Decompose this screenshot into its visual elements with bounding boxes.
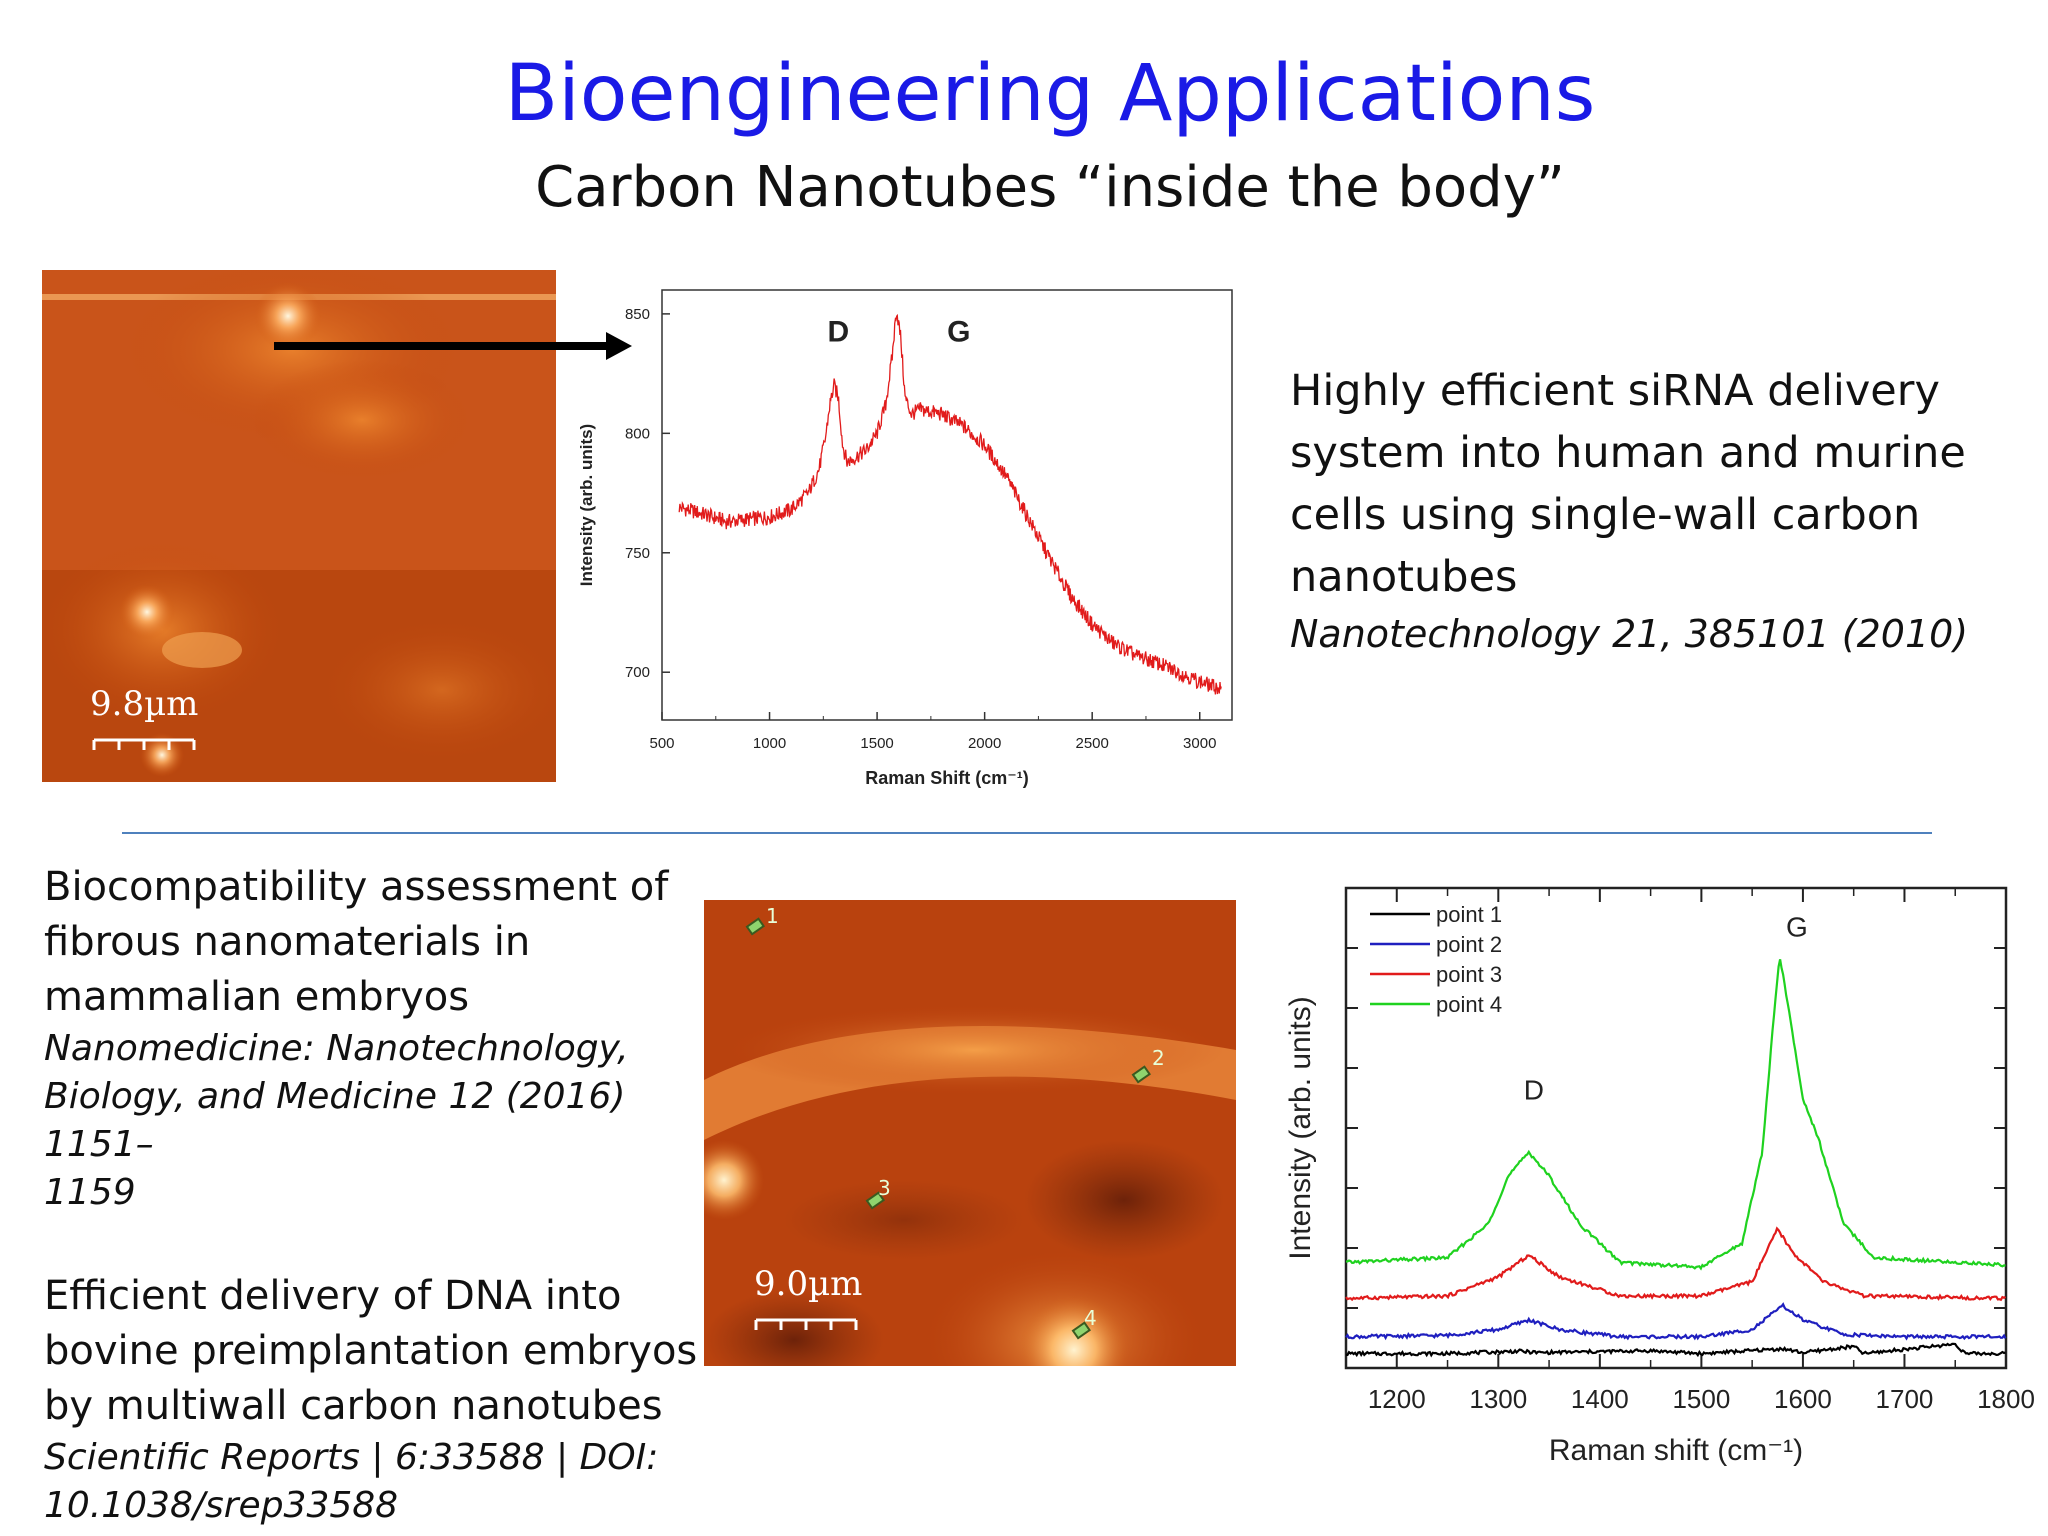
- bottom-series-line-4: [1345, 959, 2006, 1271]
- point-label-1: 1: [766, 904, 779, 928]
- raman-chart-top: 500 1000 1500 2000 2500 3000 700 750 800 850 Raman…: [577, 289, 1233, 788]
- bottom-peak-label-d: D: [1524, 1075, 1544, 1106]
- bottom-series-line-1: [1346, 1342, 2006, 1358]
- top-y-tick-label: 700: [625, 664, 650, 681]
- legend-label-2: point 2: [1436, 932, 1502, 957]
- block2-line-2: bovine preimplantation embryos: [44, 1328, 698, 1374]
- point-label-3: 3: [878, 1176, 891, 1200]
- scale-bar-label-bottom: 9.0µm: [754, 1264, 863, 1304]
- block2-line-3: by multiwall carbon nanotubes: [44, 1383, 663, 1429]
- block1-line-3: mammalian embryos: [44, 974, 470, 1020]
- top-peak-label-g: G: [947, 315, 970, 348]
- top-citation: Nanotechnology 21, 385101 (2010): [1290, 612, 1969, 656]
- point-label-4: 4: [1084, 1306, 1097, 1330]
- top-x-tick-label: 2500: [1076, 735, 1109, 752]
- block1-citation-1: Nanomedicine: Nanotechnology,: [44, 1028, 629, 1069]
- legend-label-3: point 3: [1436, 962, 1502, 987]
- top-description: Highly efficient siRNA delivery system i…: [1290, 360, 2030, 658]
- bottom-x-tick-label: 1500: [1672, 1384, 1730, 1414]
- bottom-x-tick-label: 1400: [1571, 1384, 1629, 1414]
- bottom-series-line-3: [1345, 1226, 2007, 1302]
- top-x-tick-label: 1500: [860, 735, 893, 752]
- top-x-tick-label: 3000: [1183, 735, 1216, 752]
- top-y-tick-label: 850: [625, 306, 650, 323]
- micrograph-top-image: [42, 270, 556, 782]
- pointer-arrow: [274, 332, 632, 360]
- bottom-x-tick-label: 1300: [1469, 1384, 1527, 1414]
- block1-line-2: fibrous nanomaterials in: [44, 919, 531, 965]
- bottom-x-tick-label: 1600: [1774, 1384, 1832, 1414]
- slide-title: Bioengineering Applications: [504, 49, 1596, 139]
- bottom-x-tick-label: 1700: [1876, 1384, 1934, 1414]
- bottom-x-tick-label: 1800: [1977, 1384, 2035, 1414]
- block2-citation-1: Scientific Reports | 6:33588 | DOI:: [44, 1437, 659, 1478]
- top-desc-line-4: nanotubes: [1290, 552, 1518, 602]
- micrograph-top: 9.8µm: [42, 270, 556, 782]
- section-divider: [122, 832, 1932, 834]
- top-desc-line-2: system into human and murine: [1290, 428, 1966, 478]
- bottom-x-tick-label: 1200: [1368, 1384, 1426, 1414]
- top-x-tick-label: 2000: [968, 735, 1001, 752]
- bottom-left-description: Biocompatibility assessment of fibrous n…: [44, 860, 704, 1530]
- raman-chart-bottom: 1200 1300 1400 1500 1600 1700 1800 Raman shift …: [1284, 886, 2035, 1467]
- block2-citation-2: 10.1038/srep33588: [44, 1485, 399, 1526]
- top-x-tick-label: 500: [649, 735, 674, 752]
- top-peak-label-d: D: [828, 315, 850, 348]
- top-chart-frame: [661, 289, 1233, 721]
- block2-line-1: Efficient delivery of DNA into: [44, 1273, 622, 1319]
- legend-label-4: point 4: [1436, 992, 1502, 1017]
- point-label-2: 2: [1152, 1046, 1165, 1070]
- top-y-axis-label: Intensity (arb. units): [577, 424, 596, 586]
- top-x-tick-label: 1000: [753, 735, 786, 752]
- block1-citation-3: 1159: [44, 1172, 136, 1213]
- slide-subtitle: Carbon Nanotubes “inside the body”: [535, 155, 1565, 220]
- bottom-x-axis-label: Raman shift (cm⁻¹): [1549, 1434, 1803, 1467]
- top-y-tick-label: 750: [625, 545, 650, 562]
- block1-citation-2: Biology, and Medicine 12 (2016) 1151–: [44, 1076, 626, 1165]
- top-desc-line-1: Highly efficient siRNA delivery: [1290, 366, 1940, 416]
- top-spectrum-line: [678, 313, 1222, 695]
- micrograph-bottom-image: [704, 900, 1236, 1366]
- top-y-tick-label: 800: [625, 425, 650, 442]
- bottom-y-axis-label: Intensity (arb. units): [1284, 996, 1317, 1259]
- top-x-axis-label: Raman Shift (cm⁻¹): [865, 768, 1029, 788]
- block1-line-1: Biocompatibility assessment of: [44, 864, 669, 910]
- legend-label-1: point 1: [1436, 902, 1502, 927]
- bottom-series-line-2: [1345, 1302, 2007, 1341]
- top-desc-line-3: cells using single-wall carbon: [1290, 490, 1921, 540]
- bottom-peak-label-g: G: [1786, 911, 1808, 942]
- scale-bar-label-top: 9.8µm: [90, 684, 199, 724]
- micrograph-bottom: 1 2 3 4 9.0µm: [704, 900, 1236, 1366]
